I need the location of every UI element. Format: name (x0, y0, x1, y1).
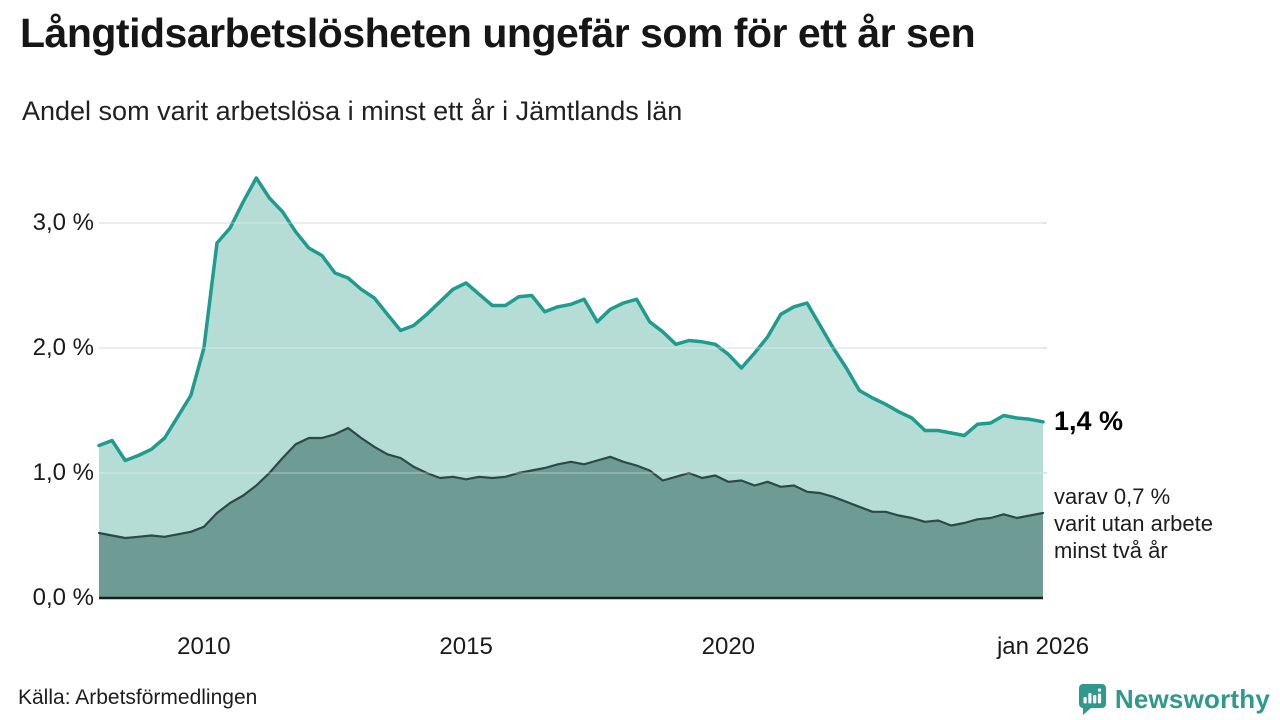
y-tick-label: 3,0 % (32, 209, 94, 236)
x-tick-label: 2010 (177, 633, 231, 660)
newsworthy-logo: Newsworthy (1077, 683, 1270, 716)
latest-value-label: 1,4 % (1054, 406, 1124, 436)
y-tick-label: 0,0 % (32, 584, 94, 611)
page-title: Långtidsarbetslösheten ungefär som för e… (20, 10, 976, 56)
annotation-line: varit utan arbete (1054, 511, 1213, 536)
x-tick-label: jan 2026 (996, 633, 1090, 660)
area-minst-två-år (99, 428, 1043, 598)
latest-subvalue-label: varav 0,7 % varit utan arbete minst två … (1054, 483, 1213, 564)
y-tick-label: 1,0 % (32, 459, 94, 486)
newsworthy-bubble-chart-icon (1078, 684, 1106, 715)
line-minst-ett-år (97, 176, 1045, 463)
brand-name: Newsworthy (1114, 684, 1270, 714)
annotation-line: varav 0,7 % (1054, 484, 1171, 509)
annotation-line: minst två år (1054, 538, 1168, 563)
source-credit: Källa: Arbetsförmedlingen (18, 686, 258, 709)
x-tick-label: 2020 (701, 633, 756, 660)
chart-subtitle: Andel som varit arbetslösa i minst ett å… (22, 96, 683, 126)
y-tick-label: 2,0 % (32, 334, 94, 361)
line-minst-två-år (97, 426, 1045, 540)
x-tick-label: 2015 (439, 633, 493, 660)
